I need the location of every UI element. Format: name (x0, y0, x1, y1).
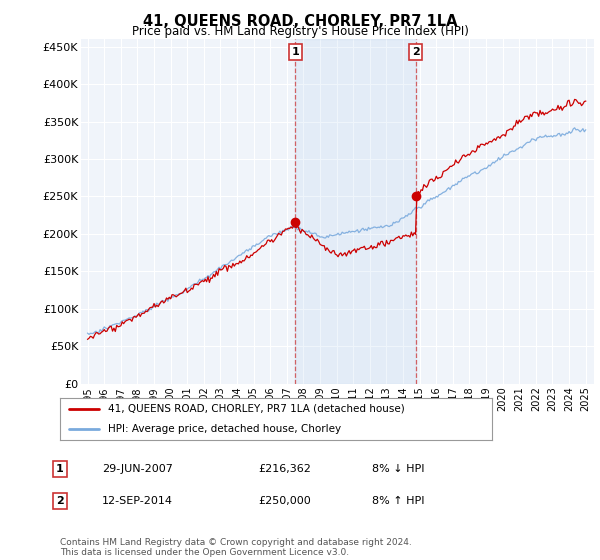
Text: HPI: Average price, detached house, Chorley: HPI: Average price, detached house, Chor… (107, 424, 341, 433)
Text: £250,000: £250,000 (258, 496, 311, 506)
Text: 8% ↓ HPI: 8% ↓ HPI (372, 464, 425, 474)
Text: 41, QUEENS ROAD, CHORLEY, PR7 1LA: 41, QUEENS ROAD, CHORLEY, PR7 1LA (143, 14, 457, 29)
Text: Price paid vs. HM Land Registry's House Price Index (HPI): Price paid vs. HM Land Registry's House … (131, 25, 469, 38)
Text: 8% ↑ HPI: 8% ↑ HPI (372, 496, 425, 506)
Text: 1: 1 (56, 464, 64, 474)
Text: Contains HM Land Registry data © Crown copyright and database right 2024.
This d: Contains HM Land Registry data © Crown c… (60, 538, 412, 557)
Text: 41, QUEENS ROAD, CHORLEY, PR7 1LA (detached house): 41, QUEENS ROAD, CHORLEY, PR7 1LA (detac… (107, 404, 404, 413)
Text: 2: 2 (412, 47, 419, 57)
Text: £216,362: £216,362 (258, 464, 311, 474)
Text: 1: 1 (291, 47, 299, 57)
Text: 2: 2 (56, 496, 64, 506)
Text: 29-JUN-2007: 29-JUN-2007 (102, 464, 173, 474)
Text: 12-SEP-2014: 12-SEP-2014 (102, 496, 173, 506)
Bar (295, 39, 416, 384)
